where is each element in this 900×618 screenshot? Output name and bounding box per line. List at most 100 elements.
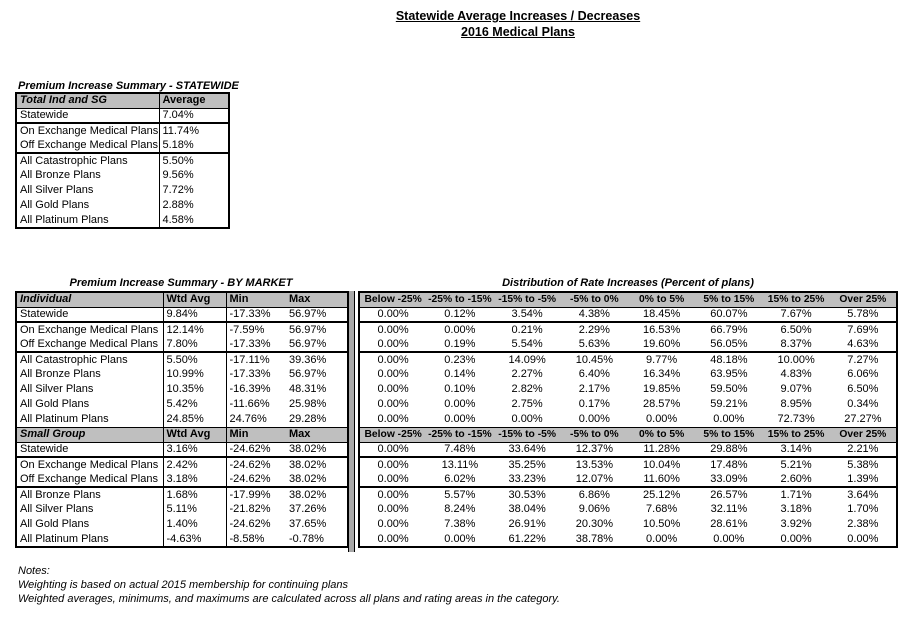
table-row: On Exchange Medical Plans 2.42% -24.62% 38.… [16, 457, 348, 472]
distribution-value: 10.00% [777, 353, 815, 366]
distribution-value: 0.00% [377, 518, 409, 530]
distribution-value: 72.73% [777, 412, 815, 425]
distribution-value: 0.10% [444, 383, 476, 395]
page-title-line2: 2016 Medical Plans [461, 25, 575, 39]
max-value: 48.31% [289, 383, 327, 395]
min-value: -17.99% [225, 487, 286, 502]
table-row: Statewide 7.04% [16, 108, 229, 124]
notes-line-2: Weighted averages, minimums, and maximum… [18, 593, 560, 605]
distribution-value: 3.18% [780, 503, 812, 515]
wtd-avg-value: 9.84% [162, 307, 226, 323]
distribution-value: 26.91% [508, 518, 546, 530]
distribution-table: Below -25% -25% to -15% -15% to -5% -5% to … [358, 291, 898, 548]
min-value: -24.62% [225, 517, 286, 532]
distribution-value: 0.00% [359, 442, 427, 458]
distribution-value: 0.00% [377, 398, 409, 410]
wtd-avg-value: 5.42% [162, 397, 226, 412]
distribution-value: 5.78% [829, 307, 897, 323]
distribution-value: 66.79% [710, 323, 748, 336]
distribution-value: 0.19% [426, 337, 494, 353]
distribution-value: 0.00% [713, 532, 745, 545]
table-row: All Platinum Plans -4.63% -8.58% -0.78% [16, 532, 348, 547]
table-row: Statewide 3.16% -24.62% 38.02% [16, 442, 348, 458]
column-header-range: Below -25% [359, 291, 427, 308]
distribution-value: 3.54% [493, 307, 561, 323]
distribution-value: 60.07% [695, 307, 763, 323]
row-label: All Bronze Plans [20, 488, 101, 501]
distribution-value: 2.29% [578, 323, 610, 336]
table-row: All Catastrophic Plans 5.50% [16, 153, 229, 168]
distribution-value: 26.57% [710, 488, 748, 501]
min-value: -17.33% [225, 367, 286, 382]
distribution-value: 12.07% [560, 472, 628, 488]
distribution-value: 2.17% [578, 383, 610, 395]
table-row: 0.00% 0.00% 0.00% 0.00% 0.00% 0.00% 72.73% 27.2… [359, 412, 897, 427]
distribution-value: 9.77% [646, 353, 678, 366]
column-header-range: 5% to 15% [695, 426, 763, 443]
distribution-value: 8.95% [780, 398, 812, 410]
average-value: 2.88% [158, 198, 229, 213]
column-header-range: 0% to 5% [628, 291, 696, 308]
row-label: All Silver Plans [20, 383, 94, 395]
distribution-value: 0.12% [426, 307, 494, 323]
distribution-value: 0.00% [359, 307, 427, 323]
max-value: 25.98% [289, 398, 327, 410]
distribution-value: 28.57% [642, 398, 681, 410]
average-value: 5.50% [158, 153, 229, 168]
table-header-row: Small Group Wtd Avg Min Max [16, 426, 348, 443]
distribution-value: 0.00% [847, 532, 879, 545]
distribution-value: 0.00% [646, 532, 678, 545]
column-header-range: Over 25% [829, 291, 897, 308]
table-row: 0.00% 7.48% 33.64% 12.37% 11.28% 29.88% 3.14% 2… [359, 442, 897, 458]
max-value: 56.97% [289, 368, 327, 380]
distribution-value: 12.37% [560, 442, 628, 458]
distribution-value: 13.53% [575, 458, 614, 471]
min-value: -11.66% [225, 397, 286, 412]
table-row: 0.00% 0.00% 61.22% 38.78% 0.00% 0.00% 0.00% 0.0… [359, 532, 897, 547]
column-header-wtd-avg: Wtd Avg [162, 291, 226, 308]
table-row: 0.00% 8.24% 38.04% 9.06% 7.68% 32.11% 3.18% 1.7… [359, 502, 897, 517]
distribution-value: 7.27% [847, 353, 879, 366]
table-row: All Gold Plans 5.42% -11.66% 25.98% [16, 397, 348, 412]
min-value: -8.58% [225, 532, 286, 547]
distribution-value: 2.38% [847, 518, 879, 530]
distribution-value: 0.23% [444, 353, 476, 366]
notes-title: Notes: [18, 565, 50, 577]
distribution-value: 59.21% [710, 398, 748, 410]
average-value: 9.56% [158, 168, 229, 183]
wtd-avg-value: 10.99% [162, 367, 226, 382]
distribution-value: 0.14% [444, 368, 476, 380]
distribution-value: 10.45% [575, 353, 614, 366]
table-row: 0.00% 0.10% 2.82% 2.17% 19.85% 59.50% 9.07% 6.5… [359, 382, 897, 397]
distribution-value: 59.50% [710, 383, 748, 395]
max-value: 38.02% [286, 472, 348, 488]
distribution-value: 0.00% [444, 412, 476, 425]
distribution-value: 33.23% [493, 472, 561, 488]
distribution-value: 0.00% [377, 488, 409, 501]
min-value: -16.39% [225, 382, 286, 397]
column-header-market: Individual [16, 291, 163, 308]
distribution-value: 6.86% [578, 488, 610, 501]
distribution-value: 0.00% [377, 503, 409, 515]
table-row: All Bronze Plans 10.99% -17.33% 56.97% [16, 367, 348, 382]
max-value: 29.28% [289, 412, 327, 425]
average-value: 7.04% [158, 108, 229, 124]
min-value: -24.62% [225, 442, 286, 458]
table-row: 0.00% 6.02% 33.23% 12.07% 11.60% 33.09% 2.60% 1… [359, 472, 897, 488]
max-value: 37.65% [289, 518, 327, 530]
distribution-value: 7.69% [847, 323, 879, 336]
column-header-average: Average [158, 92, 229, 109]
distribution-value: 27.27% [844, 412, 882, 425]
row-label: All Platinum Plans [20, 412, 109, 425]
table-row: Off Exchange Medical Plans 7.80% -17.33% 56… [16, 337, 348, 353]
distribution-value: 5.63% [560, 337, 628, 353]
column-header-total-ind-sg: Total Ind and SG [16, 92, 159, 109]
column-header-range: -25% to -15% [426, 426, 494, 443]
column-header-max: Max [286, 291, 348, 308]
distribution-value: 25.12% [642, 488, 681, 501]
row-label: Off Exchange Medical Plans [16, 337, 163, 353]
row-label: All Silver Plans [20, 503, 94, 515]
distribution-value: 0.00% [377, 532, 409, 545]
distribution-value: 1.71% [780, 488, 812, 501]
table-row: 0.00% 13.11% 35.25% 13.53% 10.04% 17.48% 5.21%… [359, 457, 897, 472]
